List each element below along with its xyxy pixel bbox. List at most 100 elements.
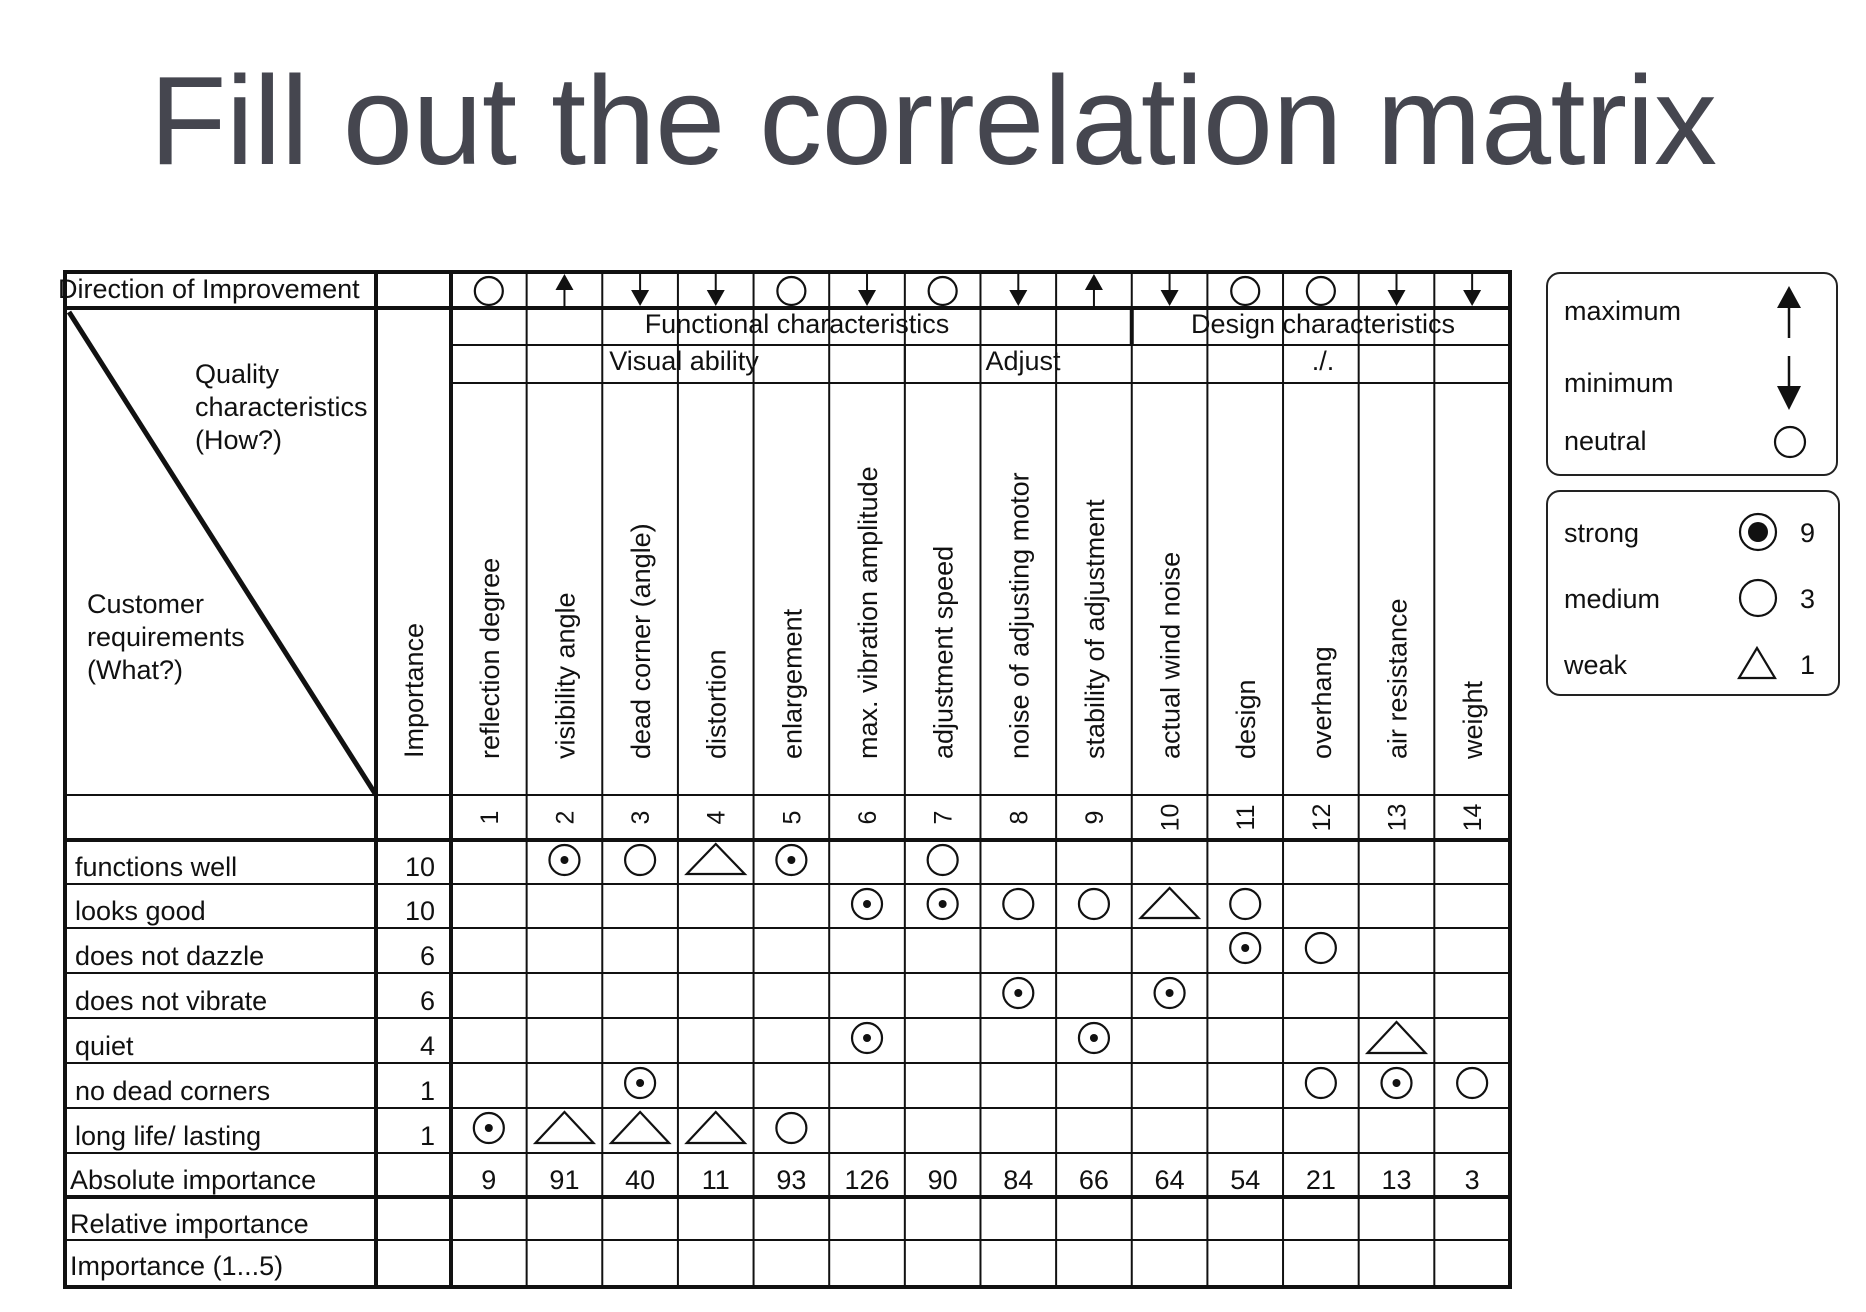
column-label: reflection degree — [475, 558, 505, 759]
legend-medium-value: 3 — [1800, 584, 1816, 614]
strong-relation-icon — [850, 1021, 884, 1055]
weak-relation-icon — [1364, 1020, 1429, 1055]
absolute-importance-value: 21 — [1306, 1165, 1336, 1195]
absolute-importance-value: 66 — [1079, 1165, 1109, 1195]
strong-relation-icon — [850, 887, 884, 921]
column-label: weight — [1458, 680, 1488, 760]
requirement-name: does not vibrate — [75, 986, 267, 1016]
column-number: 5 — [778, 811, 806, 825]
column-number: 11 — [1232, 805, 1260, 831]
direction-minimum-icon — [1463, 272, 1482, 306]
column-number: 10 — [1157, 804, 1185, 832]
requirement-importance: 10 — [405, 896, 435, 926]
direction-maximum-icon — [1084, 274, 1103, 308]
quality-characteristics-label: Quality characteristics (How?) — [195, 359, 368, 455]
absolute-importance-value: 54 — [1230, 1165, 1260, 1195]
absolute-importance-value: 126 — [844, 1165, 889, 1195]
medium-relation-icon — [1456, 1066, 1489, 1100]
column-number: 14 — [1459, 804, 1487, 832]
requirement-importance: 1 — [420, 1076, 435, 1106]
column-label: enlargement — [777, 608, 807, 759]
legend-neutral-label: neutral — [1564, 426, 1647, 456]
requirement-name: looks good — [75, 896, 206, 926]
direction-of-improvement-label: Direction of Improvement — [58, 274, 360, 304]
requirement-name: no dead corners — [75, 1076, 270, 1106]
matrix-content: reflection degree 1 visibility angle 2 dead … — [75, 272, 1489, 1195]
requirement-name: functions well — [75, 852, 237, 882]
relative-importance-label: Relative importance — [70, 1209, 309, 1239]
medium-relation-icon — [1304, 1066, 1337, 1100]
subgroup-adjust: Adjust — [985, 346, 1061, 376]
medium-relation-icon — [926, 843, 959, 877]
weak-relation-icon — [684, 1110, 748, 1145]
requirement-name: does not dazzle — [75, 941, 264, 971]
requirement-importance: 6 — [420, 986, 435, 1016]
absolute-importance-label: Absolute importance — [70, 1165, 316, 1195]
direction-minimum-icon — [706, 272, 725, 306]
direction-minimum-icon — [1009, 272, 1028, 306]
absolute-importance-value: 90 — [928, 1165, 958, 1195]
column-label: dead corner (angle) — [626, 523, 656, 759]
strong-relation-icon — [472, 1111, 505, 1145]
absolute-importance-value: 13 — [1381, 1165, 1411, 1195]
column-number: 13 — [1384, 804, 1412, 832]
column-number: 2 — [551, 811, 579, 825]
absolute-importance-value: 84 — [1003, 1165, 1033, 1195]
column-label: actual wind noise — [1156, 552, 1186, 759]
strong-relation-icon — [1229, 931, 1262, 965]
column-label: adjustment speed — [929, 546, 959, 759]
column-label: overhang — [1307, 646, 1337, 759]
direction-neutral-icon — [776, 275, 807, 307]
weak-relation-icon — [1137, 886, 1202, 920]
absolute-importance-value: 93 — [776, 1165, 806, 1195]
column-number: 12 — [1308, 804, 1336, 832]
legend-neutral-circle-icon — [1773, 425, 1807, 459]
absolute-importance-value: 3 — [1465, 1165, 1480, 1195]
strong-relation-icon — [926, 887, 959, 921]
absolute-importance-value: 91 — [549, 1165, 579, 1195]
column-number: 3 — [627, 811, 655, 825]
column-number: 7 — [930, 811, 958, 825]
requirement-name: quiet — [75, 1031, 134, 1061]
column-label: max. vibration amplitude — [853, 466, 883, 759]
column-label: noise of adjusting motor — [1004, 472, 1034, 759]
direction-minimum-icon — [631, 272, 650, 306]
strong-relation-icon — [775, 843, 808, 877]
direction-minimum-icon — [858, 272, 877, 306]
requirement-importance: 6 — [420, 941, 435, 971]
legend-weak-icon — [1737, 645, 1777, 680]
legend-strong-icon — [1738, 512, 1778, 552]
legend-minimum-label: minimum — [1564, 368, 1674, 398]
page-title: Fill out the correlation matrix — [149, 50, 1717, 191]
weak-relation-icon — [532, 1110, 596, 1145]
requirement-importance: 1 — [420, 1121, 435, 1151]
requirement-importance: 10 — [405, 852, 435, 882]
subgroup-design: ./. — [1312, 346, 1335, 376]
column-number: 4 — [703, 810, 731, 824]
matrix-grid — [63, 270, 1512, 1289]
medium-relation-icon — [1077, 887, 1111, 921]
legend-maximum-label: maximum — [1564, 296, 1682, 326]
strong-relation-icon — [1153, 976, 1186, 1010]
column-label: design — [1231, 679, 1261, 759]
direction-maximum-icon — [555, 274, 574, 308]
absolute-importance-value: 9 — [481, 1165, 496, 1195]
legend-weak-label: weak — [1564, 650, 1628, 680]
legend-medium-icon — [1738, 578, 1778, 618]
legend-arrow-down-icon — [1777, 356, 1801, 410]
direction-minimum-icon — [1160, 272, 1179, 306]
requirement-importance: 4 — [420, 1031, 435, 1061]
legend-medium-label: medium — [1564, 584, 1661, 614]
group-design-characteristics: Design characteristics — [1191, 309, 1455, 339]
subgroup-visual-ability: Visual ability — [609, 346, 759, 376]
column-number: 9 — [1081, 811, 1109, 825]
legend-weak-value: 1 — [1800, 650, 1816, 680]
absolute-importance-value: 40 — [625, 1165, 655, 1195]
column-label: visibility angle — [550, 592, 580, 759]
requirement-name: long life/ lasting — [75, 1121, 261, 1151]
column-label: distortion — [702, 649, 732, 759]
column-number: 6 — [854, 811, 882, 825]
direction-neutral-icon — [927, 275, 958, 307]
customer-requirements-label: Customer requirements (What?) — [87, 589, 245, 685]
